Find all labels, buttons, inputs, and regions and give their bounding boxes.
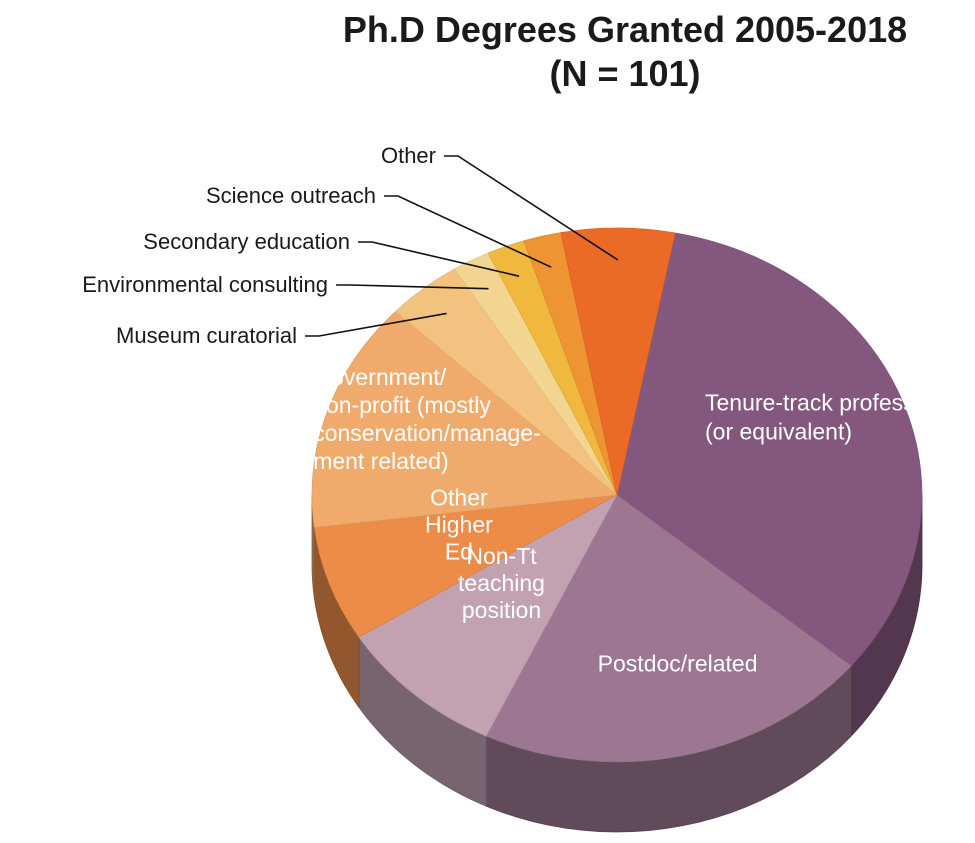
leader-lines [305, 155, 619, 337]
slice-label-postdoc-related: Postdoc/related [598, 651, 758, 677]
slice-label-science-outreach: Science outreach [206, 183, 376, 208]
leader-line-secondary-education [358, 241, 520, 277]
slice-label-secondary-education: Secondary education [143, 229, 350, 254]
pie-slice-non-tt-teaching-position [358, 494, 618, 737]
slice-label-other: Other [381, 143, 436, 168]
pie-slices [311, 227, 923, 763]
slice-label-tenure-track-professor-or-equivalent: Tenure-track professor (or equivalent) [705, 390, 935, 445]
pie-slice-tenure-track-professor-or-equivalent [616, 232, 923, 667]
leader-line-environmental-consulting [336, 284, 489, 290]
slice-label-environmental-consulting: Environmental consulting [82, 272, 328, 297]
leader-line-science-outreach [384, 195, 552, 268]
slice-label-non-tt-teaching-position: Non-Tt teaching position [458, 543, 545, 623]
slice-label-museum-curatorial: Museum curatorial [116, 323, 297, 348]
leader-line-other [444, 155, 619, 261]
chart-title-line: Ph.D Degrees Granted 2005-2018 [343, 9, 907, 50]
pie-slice-government-non-profit-mostly-conservation-management-related [311, 311, 618, 528]
pie-slice-other [560, 227, 676, 496]
pie-slice-other-higher-ed [313, 494, 618, 638]
slice-label-government-non-profit-mostly-conservation-management-related: Government/non-profit (mostly conservatio… [313, 364, 541, 474]
chart-title: Ph.D Degrees Granted 2005-2018(N = 101) [343, 9, 907, 94]
pie-slice-postdoc-related [485, 494, 852, 763]
chart-subtitle-line: (N = 101) [549, 53, 700, 94]
leader-line-museum-curatorial [305, 312, 447, 337]
slice-label-other-higher-ed: Other Higher Ed [425, 485, 493, 565]
slice-labels: Tenure-track professor (or equivalent) Pos… [82, 143, 935, 677]
